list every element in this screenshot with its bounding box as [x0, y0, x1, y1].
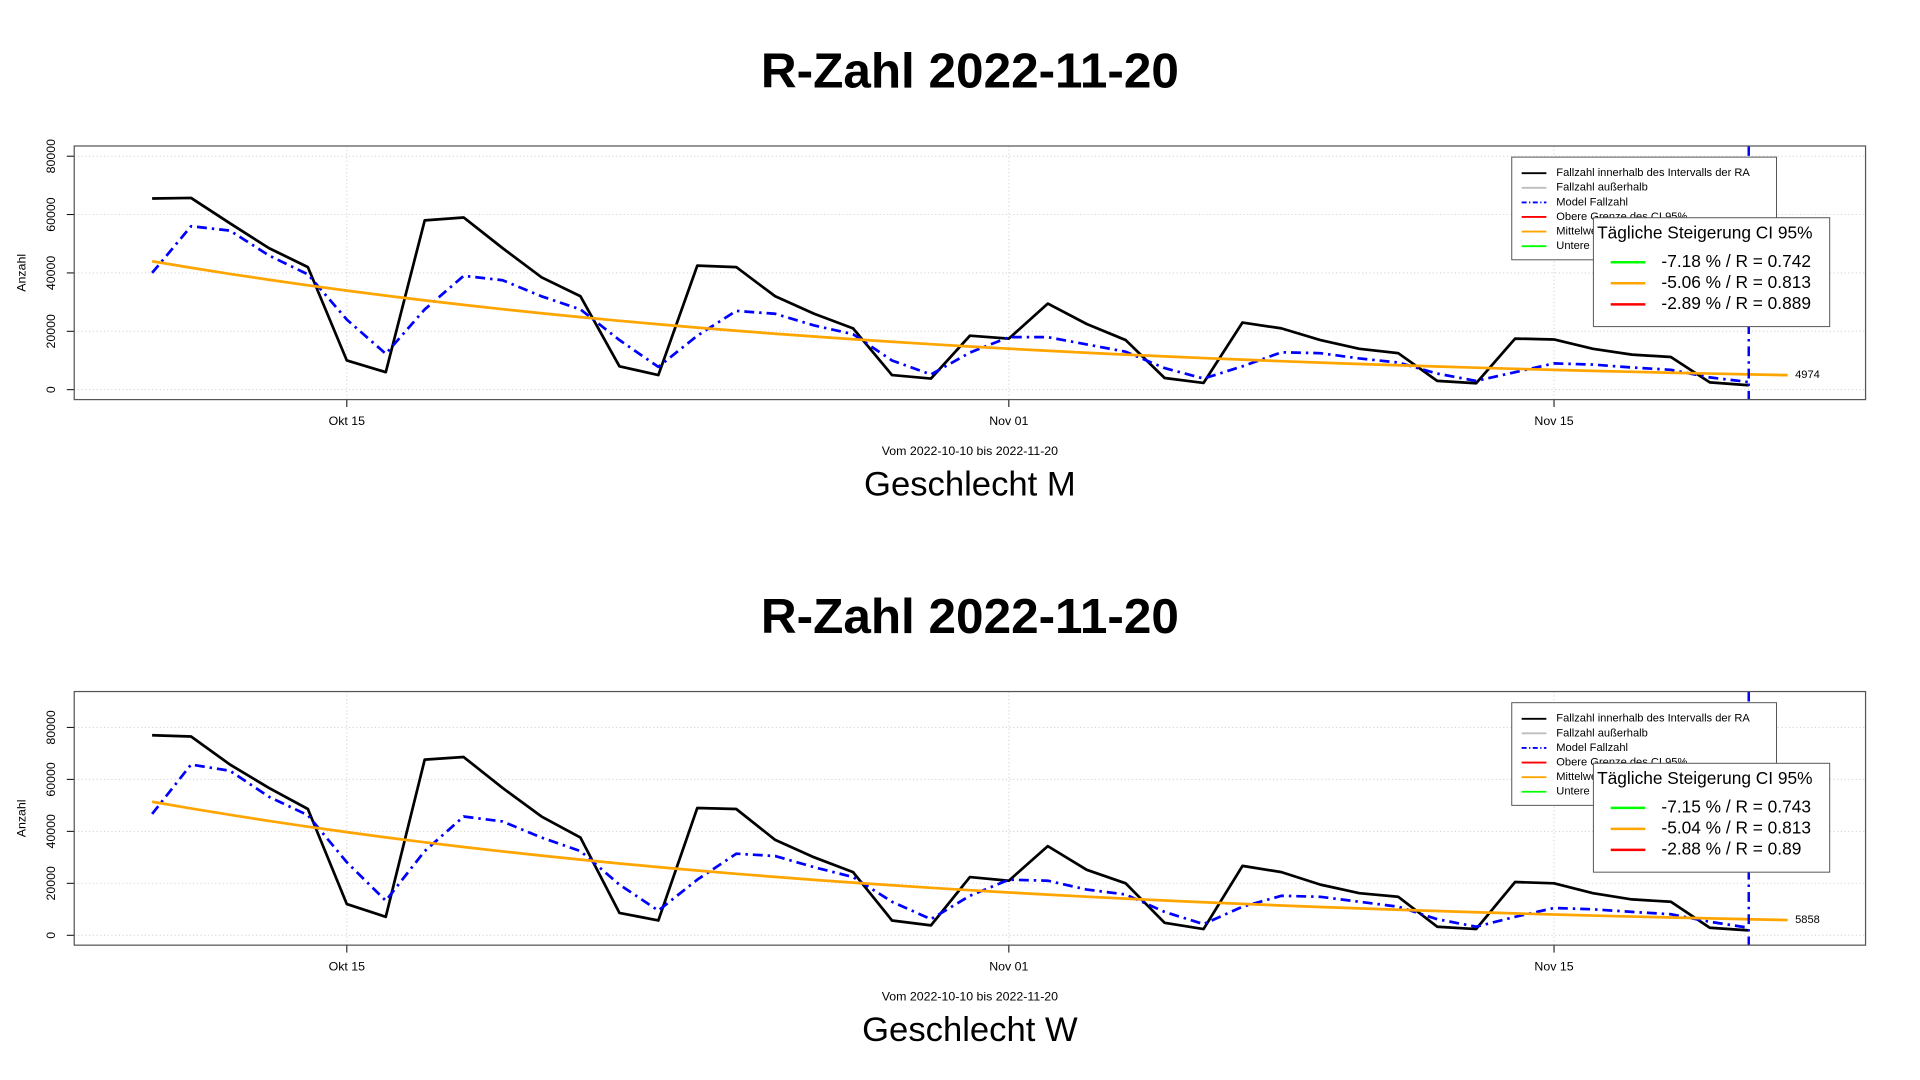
x-tick-label: Nov 15	[1534, 414, 1573, 428]
ci-label: -7.18 % / R = 0.742	[1661, 251, 1811, 271]
x-tick-label: Nov 01	[989, 414, 1028, 428]
y-tick-label: 60000	[44, 197, 58, 231]
ci-box-title: Tägliche Steigerung CI 95%	[1597, 768, 1812, 788]
end-value-label: 5858	[1795, 914, 1820, 926]
legend-label: Model Fallzahl	[1556, 742, 1628, 754]
chart-title: R-Zahl 2022-11-20	[761, 43, 1179, 98]
series-line	[152, 733, 1749, 932]
y-tick-label: 40000	[44, 814, 58, 848]
legend-label: Model Fallzahl	[1556, 196, 1628, 208]
legend-label: Fallzahl innerhalb des Intervalls der RA	[1556, 713, 1750, 725]
ci-label: -5.04 % / R = 0.813	[1661, 817, 1811, 837]
y-tick-label: 20000	[44, 866, 58, 900]
ci-label: -7.15 % / R = 0.743	[1661, 796, 1811, 816]
x-tick-label: Okt 15	[329, 960, 366, 974]
legend-label: Fallzahl außerhalb	[1556, 182, 1648, 194]
y-tick-label: 0	[44, 386, 58, 393]
ci-box-title: Tägliche Steigerung CI 95%	[1597, 222, 1812, 242]
legend-label: Fallzahl innerhalb des Intervalls der RA	[1556, 167, 1750, 179]
x-tick-label: Nov 15	[1534, 960, 1573, 974]
series-line	[151, 763, 1749, 930]
legend-label: Fallzahl außerhalb	[1556, 727, 1648, 739]
y-tick-label: 40000	[44, 256, 58, 290]
y-tick-label: 80000	[44, 139, 58, 173]
y-tick-label: 80000	[44, 710, 58, 744]
ci-label: -2.88 % / R = 0.89	[1661, 838, 1801, 858]
y-tick-label: 0	[44, 932, 58, 939]
x-axis-label: Vom 2022-10-10 bis 2022-11-20	[882, 989, 1058, 1003]
end-value-label: 4974	[1795, 369, 1820, 381]
series-line	[151, 224, 1749, 384]
x-tick-label: Nov 01	[989, 960, 1028, 974]
legend-label: Mittelwert	[1556, 771, 1605, 783]
ci-label: -2.89 % / R = 0.889	[1661, 293, 1811, 313]
y-tick-label: 20000	[44, 314, 58, 348]
x-axis-label: Vom 2022-10-10 bis 2022-11-20	[882, 444, 1058, 458]
series-line	[151, 259, 1788, 377]
chart-title: R-Zahl 2022-11-20	[761, 589, 1179, 644]
ci-label: -5.06 % / R = 0.813	[1661, 272, 1811, 292]
series-line	[152, 196, 1749, 387]
plot-frame	[73, 145, 1867, 401]
chart-subtitle: Geschlecht M	[864, 465, 1076, 503]
y-axis-label: Anzahl	[15, 254, 29, 292]
ci-box	[1592, 762, 1831, 873]
series-line	[151, 800, 1788, 922]
plot-frame	[73, 690, 1867, 946]
ci-box	[1592, 217, 1831, 328]
y-axis-label: Anzahl	[15, 799, 29, 837]
y-tick-label: 60000	[44, 762, 58, 796]
x-tick-label: Okt 15	[329, 414, 366, 428]
legend-label: Mittelwert	[1556, 226, 1605, 238]
chart-subtitle: Geschlecht W	[862, 1011, 1078, 1049]
